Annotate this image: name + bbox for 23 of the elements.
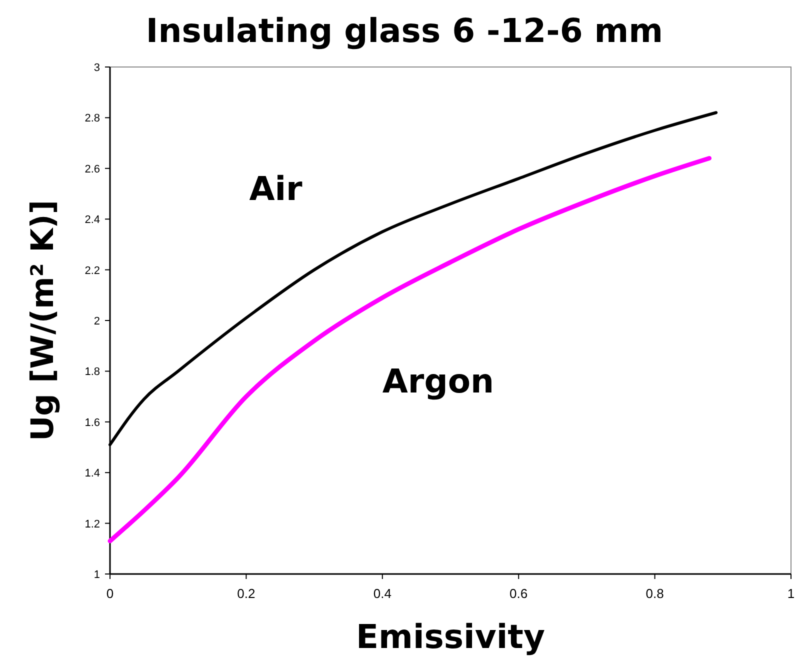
y-tick-label: 2.4 bbox=[84, 214, 100, 226]
line-series bbox=[108, 156, 712, 544]
y-tick-label: 3 bbox=[94, 62, 100, 74]
x-tick-label: 0.2 bbox=[237, 586, 256, 601]
y-tick-label: 1.4 bbox=[84, 468, 100, 480]
x-tick-label: 0.6 bbox=[510, 586, 528, 601]
y-tick-label: 2.8 bbox=[84, 112, 100, 125]
y-axis-title: Ug [W/(m² K)] bbox=[25, 200, 61, 442]
x-tick-label: 0 bbox=[106, 586, 114, 601]
x-tick-label: 0.8 bbox=[646, 586, 664, 601]
chart-title: Insulating glass 6 -12-6 mm bbox=[146, 11, 664, 50]
y-tick-label: 1 bbox=[94, 569, 100, 581]
y-tick-label: 1.8 bbox=[84, 366, 100, 378]
x-axis-title: Emissivity bbox=[356, 617, 545, 656]
x-tick-label: 0.4 bbox=[373, 586, 392, 601]
x-tick-label: 1 bbox=[787, 586, 795, 601]
series-label: Air bbox=[249, 168, 304, 208]
y-tick-label: 1.2 bbox=[84, 518, 100, 530]
y-tick-label: 2.6 bbox=[84, 163, 100, 176]
y-tick-label: 2.2 bbox=[84, 264, 100, 277]
series-label: Argon bbox=[382, 362, 494, 401]
y-tick-label: 2 bbox=[94, 316, 100, 328]
y-tick-label: 1.6 bbox=[84, 416, 100, 429]
